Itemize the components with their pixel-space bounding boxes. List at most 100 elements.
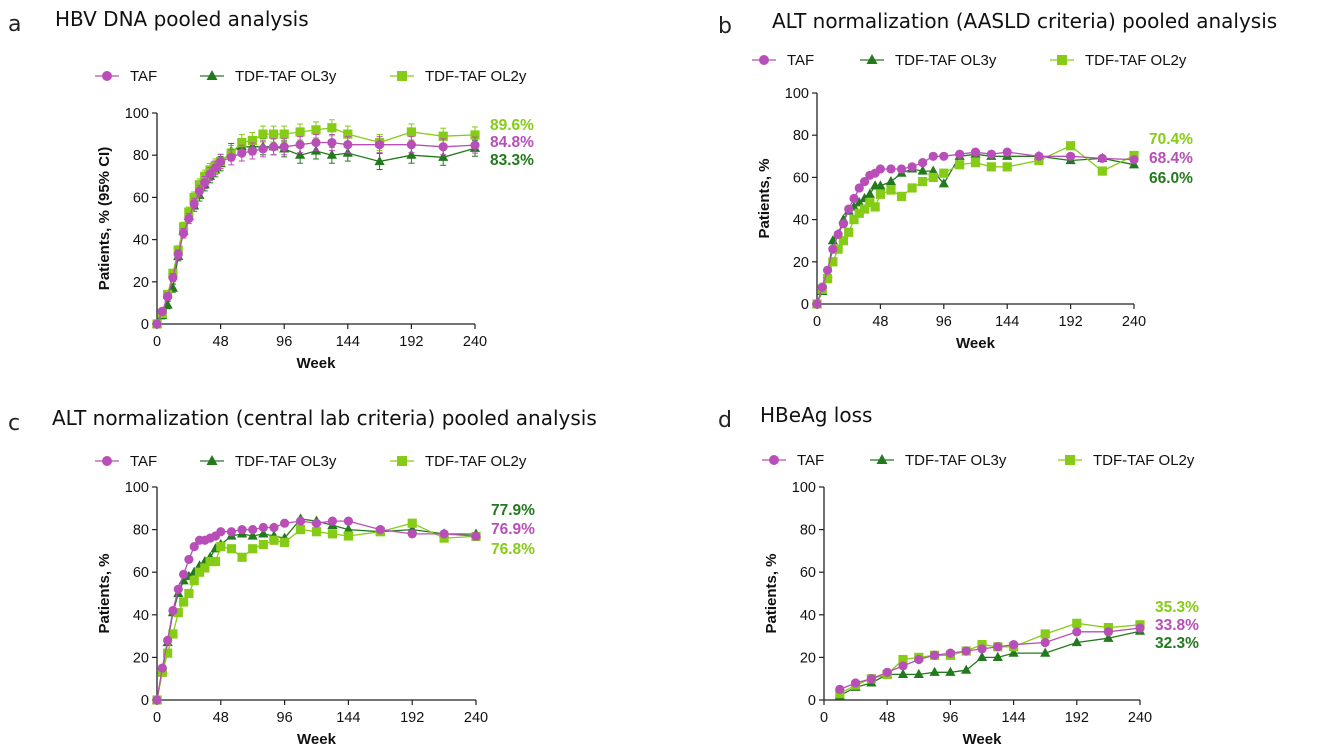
x-tick-label: 0 [153,710,161,726]
data-point [812,299,822,309]
legend-label: TDF-TAF OL3y [235,453,337,470]
data-point [194,186,204,196]
panel-letter: c [8,411,20,436]
legend-marker [769,455,779,465]
y-tick-label: 100 [125,480,149,496]
data-point [295,149,306,159]
data-point [163,291,173,302]
x-tick-label: 96 [942,710,958,726]
data-point [326,149,337,159]
data-point [343,524,354,534]
x-tick-label: 240 [463,334,487,350]
series-ol3y [834,625,1146,700]
series-line [156,520,477,701]
data-point [930,650,940,660]
data-point [976,651,988,661]
data-point [438,151,449,161]
legend-label: TAF [797,452,824,469]
data-point [885,176,897,186]
x-tick-label: 48 [879,710,895,726]
legend-marker [397,456,407,466]
x-tick-label: 0 [820,710,828,726]
legend-item-ol2y: TDF-TAF OL2y [1050,52,1187,69]
data-point [865,198,875,208]
end-value-label-ol2y: 70.4% [1149,131,1193,148]
x-tick-label: 240 [1122,314,1146,330]
y-axis-label: Patients, % [756,158,773,238]
data-point [870,202,880,212]
chart-title: ALT normalization (AASLD criteria) poole… [772,9,1277,33]
data-point [928,165,939,175]
data-point [470,140,480,150]
data-point [986,149,996,159]
data-point [828,244,838,254]
data-point [918,177,928,187]
x-tick-label: 192 [1065,710,1089,726]
data-point [343,531,353,541]
series-line [816,145,1135,305]
series-ol2y [812,141,1139,309]
data-point [168,272,178,283]
data-point [184,207,194,217]
data-point [237,552,247,562]
data-point [977,644,987,654]
data-point [439,529,449,539]
y-tick-label: 20 [133,275,149,291]
x-tick-label: 96 [936,314,952,330]
end-value-label-taf: 68.4% [1149,150,1193,167]
data-point [157,663,167,673]
data-point [913,668,924,679]
y-tick-label: 0 [141,693,149,709]
series-line [156,518,477,701]
data-point [886,185,896,195]
data-point [248,544,258,554]
y-tick-label: 80 [133,523,149,539]
y-tick-label: 20 [793,255,809,271]
data-point [200,178,210,188]
data-point [216,156,226,167]
data-point [327,137,337,148]
data-point [907,162,917,172]
data-point [961,664,972,674]
x-tick-label: 144 [336,710,360,726]
data-point [226,544,237,554]
data-point [205,556,215,567]
data-point [438,142,448,152]
data-point [838,219,849,229]
data-point [471,531,481,541]
y-tick-label: 80 [133,148,149,164]
chart-title: ALT normalization (central lab criteria)… [52,406,597,430]
end-value-label-ol3y: 77.9% [491,502,535,519]
y-tick-label: 40 [133,608,149,624]
data-point [1034,151,1044,161]
data-point [407,529,417,539]
data-point [844,227,854,237]
data-point [279,129,289,139]
x-tick-label: 0 [153,334,161,350]
data-point [406,127,416,137]
axes: 0 20 40 60 80 100 0 48 96 144 192 240 Week Patients, … [96,106,487,372]
data-point [295,525,306,535]
panel-a: a HBV DNA pooled analysis TAF TDF-TAF OL3y T… [8,7,534,372]
data-point [1097,166,1107,176]
x-axis-label: Week [956,335,996,352]
data-point [875,164,886,174]
data-point [327,529,338,539]
legend-label: TDF-TAF OL2y [425,453,527,470]
data-point [1066,151,1076,161]
data-point [1040,647,1051,657]
y-tick-label: 0 [141,317,149,333]
data-point [280,518,290,528]
data-point [226,527,237,537]
data-point [835,684,845,694]
data-point [295,127,305,137]
data-point [882,667,892,677]
data-point [258,539,268,550]
data-point [898,654,908,665]
data-point [258,144,268,154]
legend-label: TDF-TAF OL3y [905,452,1007,469]
y-tick-label: 60 [793,170,809,186]
data-point [375,525,385,535]
data-point [178,222,189,232]
legend-label: TDF-TAF OL3y [235,68,337,85]
